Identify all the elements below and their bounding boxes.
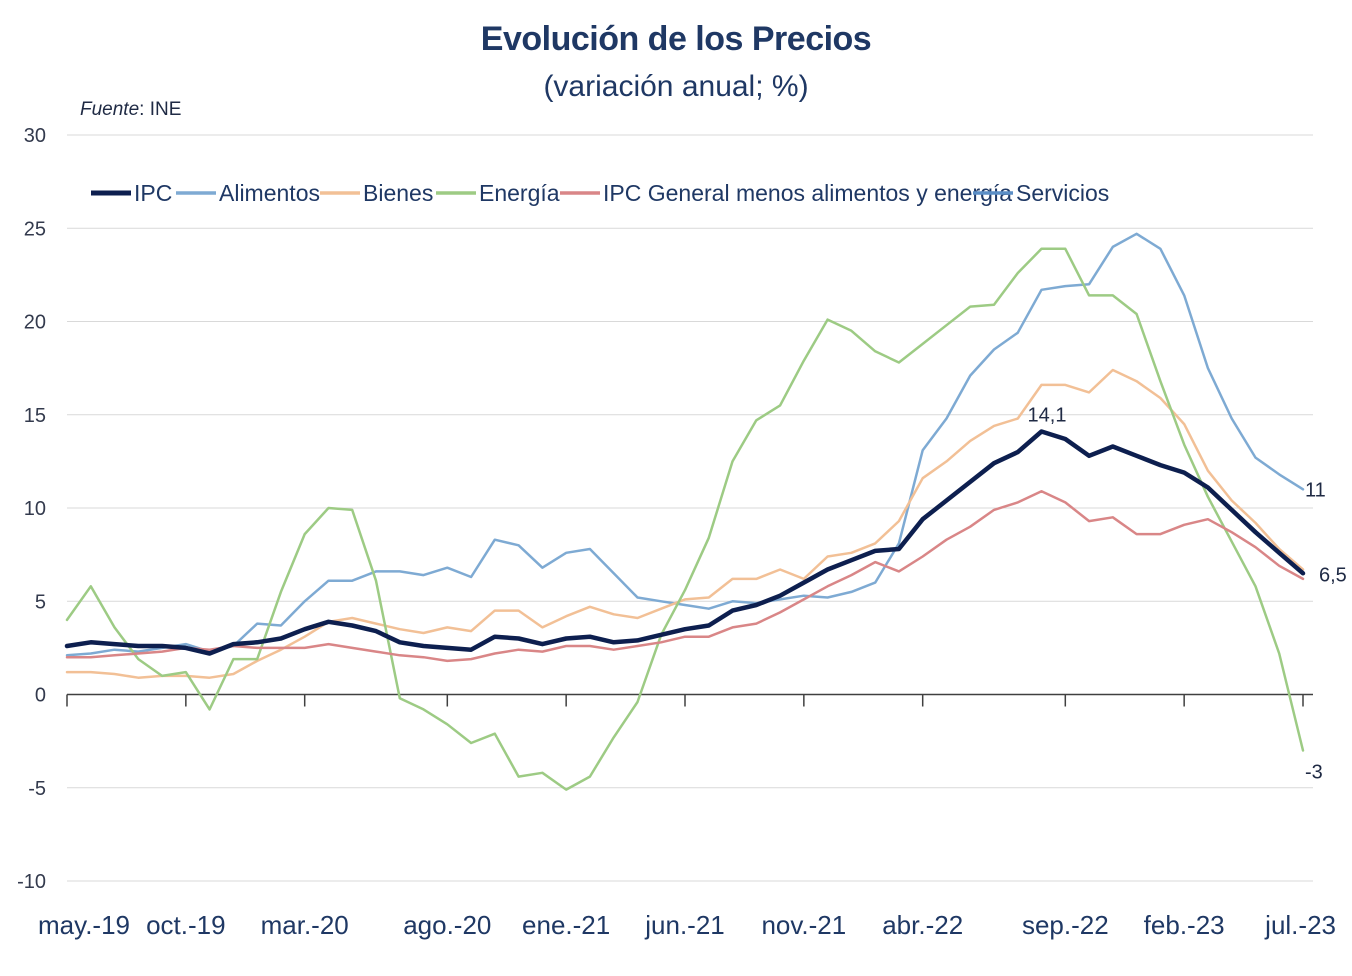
y-tick-label: -5 xyxy=(28,778,46,800)
legend-label: IPC xyxy=(134,180,172,206)
series-line-ipc-general-menos-alimentos-y-energ-a xyxy=(65,489,1305,663)
y-tick-label: 10 xyxy=(24,498,46,520)
x-tick-label: mar.-20 xyxy=(261,910,349,940)
source-value: : INE xyxy=(139,99,182,120)
series-line-bienes xyxy=(65,368,1305,679)
chart-title: Evolución de los Precios xyxy=(480,20,872,58)
y-tick-label: 5 xyxy=(35,591,46,613)
annotations: 14,1 11 6,5 -3 xyxy=(1028,405,1347,784)
x-tick-label: ene.-21 xyxy=(522,910,610,940)
series-lines xyxy=(64,232,1306,791)
series-line-energ-a xyxy=(65,247,1305,791)
data-label: 6,5 xyxy=(1319,564,1347,586)
series-line-ipc xyxy=(64,429,1306,656)
x-tick-label: nov.-21 xyxy=(761,910,846,940)
x-tick-label: sep.-22 xyxy=(1022,910,1109,940)
legend-label: Bienes xyxy=(363,180,433,206)
legend-label: Alimentos xyxy=(219,180,320,206)
x-tick-label: jun.-21 xyxy=(644,910,725,940)
legend-label: Servicios xyxy=(1016,180,1109,206)
x-tick-label: oct.-19 xyxy=(146,910,226,940)
x-tick-label: may.-19 xyxy=(38,910,130,940)
y-tick-label: 20 xyxy=(24,312,46,334)
source-note: Fuente: INE xyxy=(80,99,181,121)
chart-subtitle: (variación anual; %) xyxy=(543,70,809,103)
y-tick-label: 15 xyxy=(24,405,46,427)
legend-label: Energía xyxy=(479,180,560,206)
legend: IPC Alimentos Bienes Energía IPC General men… xyxy=(91,180,1109,206)
x-axis: may.-19 oct.-19 mar.-20 ago.-20 ene.-21 jun.-… xyxy=(38,693,1336,940)
x-tick-label: abr.-22 xyxy=(882,910,963,940)
y-tick-label: 0 xyxy=(35,685,46,707)
legend-label: IPC General menos alimentos y energía xyxy=(603,180,1012,206)
y-tick-label: 25 xyxy=(24,218,46,240)
data-label: -3 xyxy=(1305,761,1323,783)
y-tick-label: 30 xyxy=(24,125,46,147)
x-tick-label: ago.-20 xyxy=(403,910,491,940)
x-tick-label: jul.-23 xyxy=(1264,910,1336,940)
gridlines xyxy=(67,134,1313,882)
source-label: Fuente xyxy=(80,99,140,120)
series-line-alimentos xyxy=(65,232,1305,657)
x-tick-label: feb.-23 xyxy=(1144,910,1225,940)
y-axis-ticks: -10 -5 0 5 10 15 20 25 30 xyxy=(17,125,46,893)
data-label: 11 xyxy=(1305,479,1326,501)
y-tick-label: -10 xyxy=(17,871,46,893)
data-label: 14,1 xyxy=(1028,405,1067,427)
